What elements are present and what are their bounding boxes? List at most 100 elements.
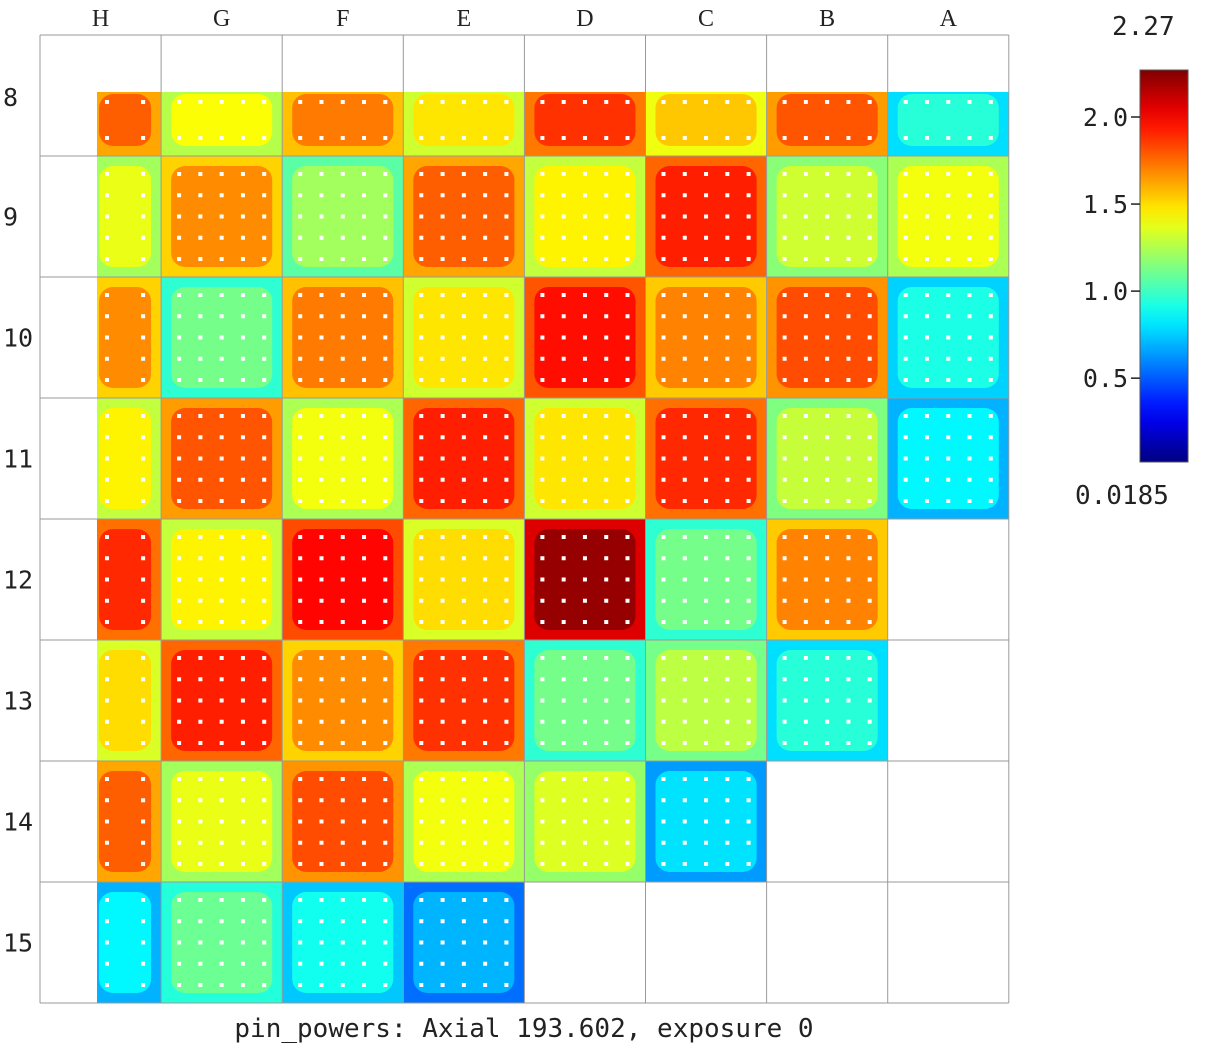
guide-tube-marker — [582, 435, 587, 440]
guide-tube-marker — [725, 193, 730, 198]
assembly-C11 — [645, 398, 767, 519]
guide-tube-marker — [440, 214, 445, 219]
guide-tube-marker — [419, 656, 424, 660]
assembly-F11 — [282, 398, 404, 519]
guide-tube-marker — [825, 656, 830, 660]
guide-tube-marker — [540, 136, 545, 140]
guide-tube-marker — [682, 335, 687, 340]
guide-tube-marker — [383, 477, 388, 482]
guide-tube-marker — [105, 172, 109, 176]
guide-tube-marker — [561, 435, 566, 440]
guide-tube-marker — [803, 698, 808, 703]
assembly-B10 — [766, 277, 888, 398]
guide-tube-marker — [561, 293, 566, 297]
guide-tube-marker — [903, 378, 908, 382]
guide-tube-marker — [383, 898, 388, 902]
guide-tube-marker — [661, 840, 666, 845]
guide-tube-marker — [219, 314, 224, 319]
guide-tube-marker — [604, 741, 609, 745]
guide-tube-marker — [924, 100, 929, 104]
guide-tube-marker — [625, 257, 630, 261]
guide-tube-marker — [604, 193, 609, 198]
guide-tube-marker — [704, 356, 709, 361]
guide-tube-marker — [483, 100, 488, 104]
guide-tube-marker — [661, 378, 666, 382]
guide-tube-marker — [105, 777, 109, 781]
guide-tube-marker — [383, 535, 388, 539]
guide-tube-marker — [504, 719, 509, 724]
guide-tube-marker — [803, 235, 808, 240]
guide-tube-marker — [440, 335, 445, 340]
guide-tube-marker — [604, 314, 609, 319]
guide-tube-marker — [725, 335, 730, 340]
guide-tube-marker — [105, 656, 109, 660]
guide-tube-marker — [141, 414, 146, 418]
guide-tube-marker — [682, 257, 687, 261]
guide-tube-marker — [262, 314, 267, 319]
guide-tube-marker — [803, 620, 808, 624]
guide-tube-marker — [803, 293, 808, 297]
guide-tube-marker — [483, 620, 488, 624]
guide-tube-marker — [782, 741, 787, 745]
assembly-E14 — [403, 761, 525, 882]
guide-tube-marker — [298, 741, 303, 745]
guide-tube-marker — [746, 535, 751, 539]
guide-tube-marker — [704, 257, 709, 261]
guide-tube-marker — [440, 356, 445, 361]
guide-tube-marker — [746, 136, 751, 140]
guide-tube-marker — [946, 214, 951, 219]
guide-tube-marker — [362, 456, 367, 461]
guide-tube-marker — [440, 840, 445, 845]
guide-tube-marker — [988, 335, 993, 340]
guide-tube-marker — [682, 136, 687, 140]
guide-tube-marker — [461, 499, 466, 503]
guide-tube-marker — [725, 819, 730, 824]
guide-tube-marker — [240, 499, 245, 503]
guide-tube-marker — [725, 840, 730, 845]
guide-tube-marker — [362, 862, 367, 866]
guide-tube-marker — [604, 257, 609, 261]
guide-tube-marker — [967, 477, 972, 482]
guide-tube-marker — [219, 456, 224, 461]
guide-tube-marker — [340, 840, 345, 845]
guide-tube-marker — [319, 940, 324, 945]
guide-tube-marker — [561, 620, 566, 624]
guide-tube-marker — [219, 677, 224, 682]
guide-tube-marker — [504, 741, 509, 745]
assembly-A8 — [887, 92, 1009, 156]
guide-tube-marker — [419, 598, 424, 603]
guide-tube-marker — [867, 293, 872, 297]
guide-tube-marker — [177, 677, 182, 682]
guide-tube-marker — [782, 314, 787, 319]
guide-tube-marker — [419, 136, 424, 140]
guide-tube-marker — [262, 214, 267, 219]
guide-tube-marker — [219, 840, 224, 845]
guide-tube-marker — [298, 677, 303, 682]
guide-tube-marker — [340, 898, 345, 902]
guide-tube-marker — [661, 556, 666, 561]
guide-tube-marker — [504, 293, 509, 297]
guide-tube-marker — [946, 293, 951, 297]
guide-tube-marker — [782, 556, 787, 561]
guide-tube-marker — [682, 356, 687, 361]
guide-tube-marker — [198, 656, 203, 660]
row-label: 15 — [3, 929, 33, 958]
guide-tube-marker — [540, 862, 545, 866]
guide-tube-marker — [825, 335, 830, 340]
guide-tube-marker — [262, 862, 267, 866]
guide-tube-marker — [483, 235, 488, 240]
guide-tube-marker — [604, 172, 609, 176]
guide-tube-marker — [604, 293, 609, 297]
guide-tube-marker — [419, 862, 424, 866]
guide-tube-marker — [582, 314, 587, 319]
guide-tube-marker — [561, 741, 566, 745]
guide-tube-marker — [419, 840, 424, 845]
guide-tube-marker — [988, 435, 993, 440]
guide-tube-marker — [362, 556, 367, 561]
guide-tube-marker — [383, 499, 388, 503]
guide-tube-marker — [803, 477, 808, 482]
guide-tube-marker — [846, 378, 851, 382]
guide-tube-marker — [625, 840, 630, 845]
guide-tube-marker — [661, 314, 666, 319]
guide-tube-marker — [540, 798, 545, 803]
